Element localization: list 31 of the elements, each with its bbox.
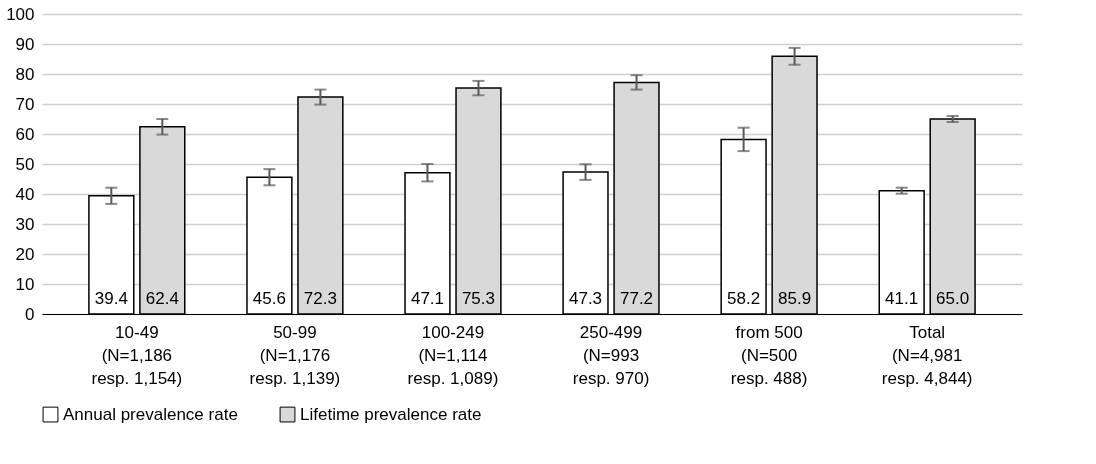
x-tick-label: Total (N=4,981 resp. 4,844) xyxy=(881,322,973,388)
data-label: 58.2 xyxy=(727,289,761,308)
data-label: 62.4 xyxy=(145,289,179,308)
x-tick-label: 50-99 (N=1,176 resp. 1,139) xyxy=(249,322,341,388)
x-tick-label: 100-249 (N=1,114 resp. 1,089) xyxy=(407,322,499,388)
data-label: 77.2 xyxy=(619,289,654,308)
y-tick-label: 90 xyxy=(15,34,35,54)
y-tick-label: 50 xyxy=(15,154,35,174)
y-tick-label: 30 xyxy=(15,214,35,234)
data-label: 41.1 xyxy=(885,289,919,308)
y-tick-label: 20 xyxy=(15,244,35,264)
data-label: 75.3 xyxy=(461,289,496,308)
y-tick-label: 100 xyxy=(6,4,35,24)
x-tick-label: 250-499 (N=993 resp. 970) xyxy=(572,322,650,388)
data-label: 47.3 xyxy=(568,289,603,308)
data-label: 47.1 xyxy=(410,289,445,308)
data-label: 85.9 xyxy=(778,289,812,308)
x-tick-label: 10-49 (N=1,186 resp. 1,154) xyxy=(91,322,183,388)
data-label: 45.6 xyxy=(252,289,286,308)
y-tick-label: 70 xyxy=(15,94,35,114)
data-label: 65.0 xyxy=(936,289,970,308)
x-tick-label: from 500 (N=500 resp. 488) xyxy=(730,322,808,388)
legend-label: Lifetime prevalence rate xyxy=(300,404,482,424)
y-tick-label: 60 xyxy=(15,124,35,144)
y-tick-label: 40 xyxy=(15,184,35,204)
data-label: 39.4 xyxy=(94,289,128,308)
y-tick-label: 10 xyxy=(15,274,35,294)
y-tick-label: 80 xyxy=(15,64,35,84)
legend-label: Annual prevalence rate xyxy=(63,404,238,424)
y-tick-label: 0 xyxy=(25,304,35,324)
data-label: 72.3 xyxy=(303,289,337,308)
